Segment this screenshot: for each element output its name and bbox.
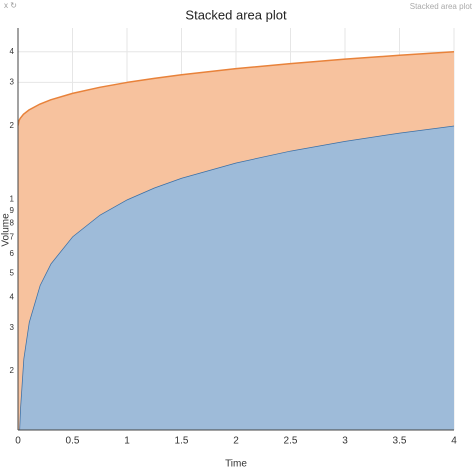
y-tick-label: 2 bbox=[10, 121, 15, 130]
plot-area bbox=[18, 51, 454, 430]
x-tick-label: 3.5 bbox=[393, 436, 407, 447]
y-tick-label: 3 bbox=[10, 323, 15, 332]
x-tick-label: 2.5 bbox=[284, 436, 298, 447]
y-tick-label: 4 bbox=[10, 47, 15, 56]
y-tick-label: 2 bbox=[10, 366, 15, 375]
tab-label: Stacked area plot bbox=[410, 2, 473, 11]
x-tick-label: 0.5 bbox=[66, 436, 80, 447]
area-line bbox=[18, 51, 454, 126]
y-axis-label: Volume bbox=[1, 213, 12, 247]
window-icons[interactable]: x ↻ bbox=[4, 1, 17, 10]
y-tick-label: 4 bbox=[10, 292, 15, 301]
y-tick-label: 1 bbox=[10, 195, 15, 204]
y-tick-label: 9 bbox=[10, 206, 15, 215]
y-tick-label: 8 bbox=[10, 218, 15, 227]
y-tick-label: 3 bbox=[10, 78, 15, 87]
x-axis-label: Time bbox=[225, 459, 247, 470]
x-tick-label: 4 bbox=[451, 436, 457, 447]
x-tick-label: 1 bbox=[124, 436, 130, 447]
chart-title: Stacked area plot bbox=[185, 7, 287, 22]
y-tick-label: 6 bbox=[10, 249, 15, 258]
y-tick-label: 7 bbox=[10, 233, 15, 242]
x-tick-label: 2 bbox=[233, 436, 239, 447]
x-tick-label: 3 bbox=[342, 436, 348, 447]
y-tick-label: 5 bbox=[10, 268, 15, 277]
area-fill bbox=[19, 125, 454, 430]
area-fill bbox=[18, 51, 454, 430]
x-tick-label: 0 bbox=[15, 436, 21, 447]
tick-labels: 0 0.5 1 1.5 2 2.5 3 3.5 4 2 3 4 5 6 7 8 9 1 2 3 4 bbox=[10, 47, 458, 447]
x-tick-label: 1.5 bbox=[175, 436, 189, 447]
